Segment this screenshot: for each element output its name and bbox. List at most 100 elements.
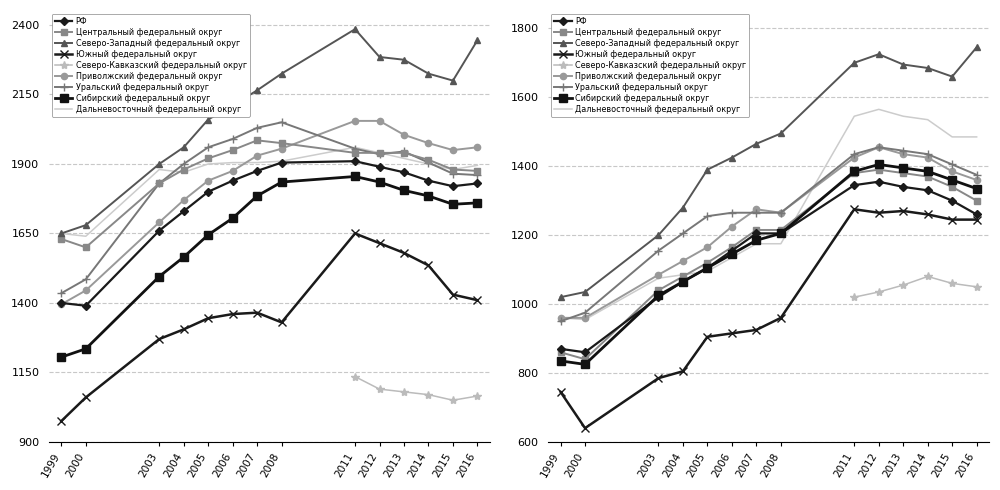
Приволжский федеральный округ <box>726 223 738 229</box>
Дальневосточный федеральный округ <box>202 161 214 167</box>
РФ <box>701 265 713 271</box>
Уральский федеральный округ <box>202 145 214 150</box>
РФ <box>750 230 762 236</box>
Центральный федеральный округ <box>971 198 983 204</box>
РФ <box>398 170 410 175</box>
Северо-Западный федеральный округ <box>227 103 239 109</box>
Уральский федеральный округ <box>349 146 361 151</box>
Line: Сибирский федеральный округ: Сибирский федеральный округ <box>58 172 481 361</box>
Уральский федеральный округ <box>422 160 434 166</box>
РФ <box>873 179 885 185</box>
Центральный федеральный округ <box>178 167 190 172</box>
Приволжский федеральный округ <box>422 140 434 146</box>
Line: Приволжский федеральный округ: Приволжский федеральный округ <box>557 144 980 321</box>
Северо-Кавказский федеральный округ <box>374 386 386 392</box>
Дальневосточный федеральный округ <box>422 161 434 167</box>
Line: Сибирский федеральный округ: Сибирский федеральный округ <box>557 161 980 368</box>
Центральный федеральный округ <box>677 273 689 279</box>
Северо-Западный федеральный округ <box>579 289 591 295</box>
Уральский федеральный округ <box>897 148 909 154</box>
РФ <box>447 183 459 189</box>
Приволжский федеральный округ <box>555 315 567 321</box>
Уральский федеральный округ <box>579 310 591 316</box>
Сибирский федеральный округ <box>946 177 958 183</box>
Дальневосточный федеральный округ <box>374 150 386 156</box>
Приволжский федеральный округ <box>946 169 958 174</box>
Line: Северо-Западный федеральный округ: Северо-Западный федеральный округ <box>557 44 980 301</box>
Южный федеральный округ <box>775 315 787 321</box>
Приволжский федеральный округ <box>153 220 165 225</box>
Дальневосточный федеральный округ <box>251 160 263 166</box>
Дальневосточный федеральный округ <box>447 167 459 172</box>
Северо-Западный федеральный округ <box>848 60 860 66</box>
Южный федеральный округ <box>471 297 483 303</box>
Южный федеральный округ <box>178 326 190 332</box>
Line: Уральский федеральный округ: Уральский федеральный округ <box>556 143 981 325</box>
Сибирский федеральный округ <box>153 273 165 279</box>
Северо-Западный федеральный округ <box>971 45 983 50</box>
Южный федеральный округ <box>946 217 958 222</box>
Сибирский федеральный округ <box>971 186 983 192</box>
Уральский федеральный округ <box>555 318 567 324</box>
Южный федеральный округ <box>251 310 263 316</box>
Центральный федеральный округ <box>946 184 958 190</box>
Северо-Кавказский федеральный округ <box>398 389 410 395</box>
Центральный федеральный округ <box>153 180 165 186</box>
Line: Южный федеральный округ: Южный федеральный округ <box>556 205 981 432</box>
Legend: РФ, Центральный федеральный округ, Северо-Западный федеральный округ, Южный феде: РФ, Центральный федеральный округ, Север… <box>52 14 250 117</box>
Line: Приволжский федеральный округ: Приволжский федеральный округ <box>58 118 481 307</box>
Сибирский федеральный округ <box>555 358 567 364</box>
Дальневосточный федеральный округ <box>80 233 92 239</box>
Дальневосточный федеральный округ <box>153 167 165 172</box>
РФ <box>555 346 567 352</box>
Центральный федеральный округ <box>55 236 67 242</box>
РФ <box>897 184 909 190</box>
Южный федеральный округ <box>677 368 689 374</box>
Уральский федеральный округ <box>652 248 664 254</box>
Северо-Кавказский федеральный округ <box>971 284 983 290</box>
Южный федеральный округ <box>276 319 288 325</box>
Северо-Западный федеральный округ <box>946 74 958 79</box>
Северо-Западный федеральный округ <box>897 62 909 68</box>
Дальневосточный федеральный округ <box>971 134 983 140</box>
Северо-Кавказский федеральный округ <box>349 374 361 380</box>
Южный федеральный округ <box>971 217 983 222</box>
Центральный федеральный округ <box>873 167 885 172</box>
Северо-Западный федеральный округ <box>398 57 410 63</box>
Северо-Кавказский федеральный округ <box>897 282 909 288</box>
Уральский федеральный округ <box>153 180 165 186</box>
Северо-Западный федеральный округ <box>471 37 483 43</box>
Сибирский федеральный округ <box>349 173 361 179</box>
Уральский федеральный округ <box>922 151 934 157</box>
Приволжский федеральный округ <box>750 206 762 212</box>
Line: Северо-Кавказский федеральный округ: Северо-Кавказский федеральный округ <box>850 272 981 301</box>
Line: РФ: РФ <box>58 158 481 309</box>
Уральский федеральный округ <box>374 151 386 157</box>
Дальневосточный федеральный округ <box>897 113 909 119</box>
Центральный федеральный округ <box>349 150 361 156</box>
Сибирский федеральный округ <box>251 193 263 199</box>
Уральский федеральный округ <box>873 144 885 150</box>
Южный федеральный округ <box>80 394 92 400</box>
Северо-Западный федеральный округ <box>555 294 567 300</box>
Южный федеральный округ <box>848 206 860 212</box>
Уральский федеральный округ <box>251 125 263 131</box>
Дальневосточный федеральный округ <box>775 241 787 246</box>
Сибирский федеральный округ <box>276 179 288 185</box>
Сибирский федеральный округ <box>227 215 239 221</box>
Центральный федеральный округ <box>848 170 860 176</box>
Северо-Западный федеральный округ <box>374 54 386 60</box>
Центральный федеральный округ <box>471 168 483 174</box>
РФ <box>652 294 664 300</box>
Северо-Западный федеральный округ <box>55 230 67 236</box>
Южный федеральный округ <box>422 263 434 269</box>
Сибирский федеральный округ <box>922 169 934 174</box>
Приволжский федеральный округ <box>579 315 591 321</box>
Северо-Западный федеральный округ <box>750 141 762 147</box>
РФ <box>374 164 386 170</box>
Дальневосточный федеральный округ <box>349 145 361 150</box>
Северо-Западный федеральный округ <box>652 232 664 238</box>
Северо-Западный федеральный округ <box>677 205 689 211</box>
РФ <box>422 178 434 184</box>
РФ <box>251 168 263 174</box>
